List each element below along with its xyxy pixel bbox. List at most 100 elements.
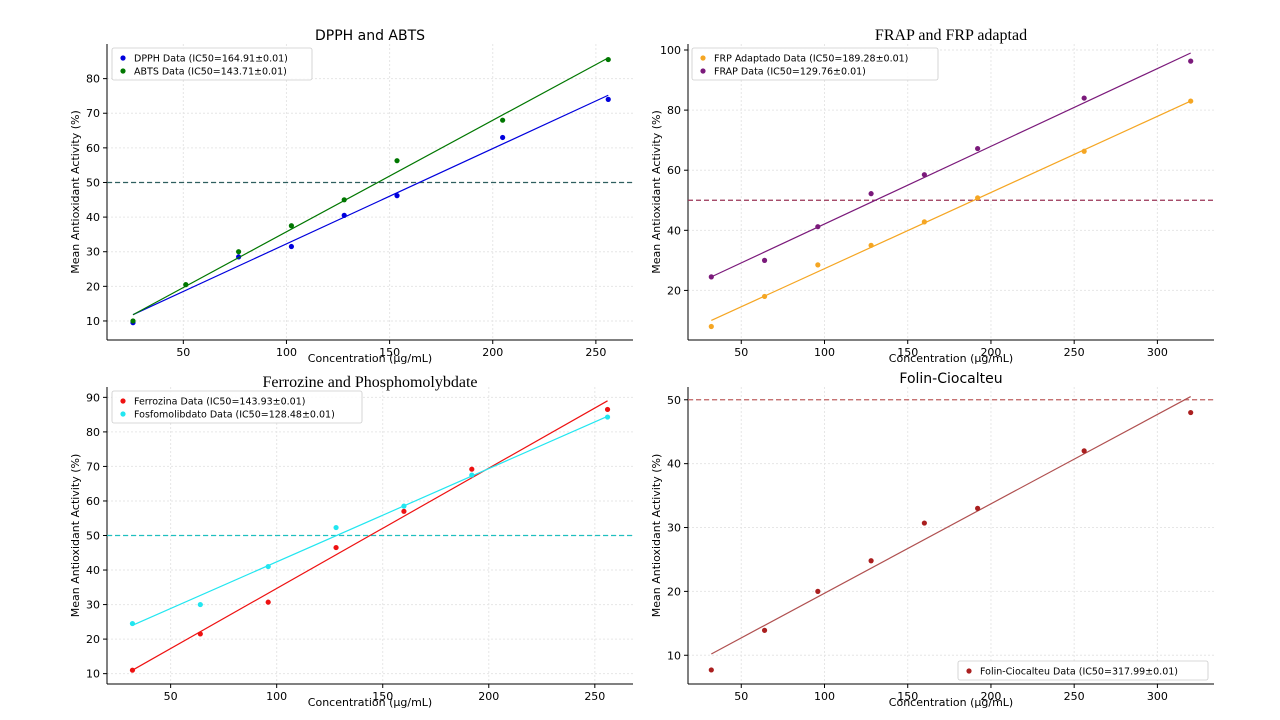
legend-box [111, 390, 363, 424]
x-axis-label: Concentration (μg/mL) [889, 352, 1013, 365]
data-point-series-2 [130, 318, 136, 324]
legend-entry: Fosfomolibdato Data (IC50=128.48±0.01) [134, 410, 335, 421]
x-tick-label: 150 [379, 346, 400, 359]
y-tick-label: 50 [86, 530, 100, 543]
chart-title: DPPH and ABTS [315, 28, 425, 44]
x-tick-label: 100 [276, 346, 297, 359]
legend-marker [700, 55, 706, 61]
legend-entry: Folin-Ciocalteu Data (IC50=317.99±0.01) [980, 667, 1178, 678]
data-point-series-2 [333, 524, 339, 531]
y-axis-label: Mean Antioxidant Activity (%) [650, 454, 663, 617]
x-tick-label: 250 [584, 690, 605, 703]
data-point-series-2 [469, 472, 475, 478]
y-tick-label: 60 [667, 164, 681, 177]
data-point-series-1 [500, 134, 506, 141]
fit-line-series-1 [711, 396, 1191, 655]
y-tick-label: 20 [667, 284, 681, 297]
grid [688, 387, 1214, 684]
x-tick-label: 200 [478, 690, 499, 703]
x-tick-label: 100 [266, 690, 287, 703]
chart-title: FRAP and FRP adaptad [875, 27, 1027, 44]
legend: Folin-Ciocalteu Data (IC50=317.99±0.01) [957, 660, 1209, 681]
data-point-series-2 [500, 117, 506, 123]
y-tick-label: 10 [86, 315, 100, 328]
fit-line-series-2 [132, 415, 608, 626]
chart-title: Folin-Ciocalteu [899, 371, 1002, 387]
legend-marker [966, 668, 972, 674]
data-point-series-2 [401, 503, 407, 509]
chart-panel-2: 50 100 150 200 250 300 20 40 60 80 100 Concentratio… [650, 27, 1214, 365]
y-tick-label: 40 [667, 224, 681, 237]
y-tick-label: 50 [667, 394, 681, 407]
data-point-series-2 [1188, 58, 1194, 64]
data-point-series-1 [469, 466, 475, 472]
data-point-series-2 [341, 197, 347, 203]
data-point-series-2 [604, 414, 611, 420]
data-point-series-1 [708, 667, 714, 673]
y-tick-label: 50 [86, 176, 100, 189]
legend-box [957, 660, 1209, 681]
data-point-series-1 [921, 219, 927, 225]
x-tick-label: 100 [814, 690, 835, 703]
data-point-series-1 [708, 323, 714, 330]
y-tick-label: 60 [86, 495, 100, 508]
chart-title: Ferrozine and Phosphomolybdate [262, 374, 477, 391]
legend-marker [120, 411, 126, 417]
x-tick-label: 50 [734, 690, 748, 703]
data-point-series-2 [761, 257, 768, 263]
data-point-series-1 [868, 242, 874, 248]
data-point-series-1 [288, 243, 295, 250]
data-point-series-1 [868, 558, 874, 564]
legend: DPPH Data (IC50=164.91±0.01) ABTS Data (I… [111, 47, 313, 81]
fit-line-series-2 [132, 57, 609, 316]
y-tick-label: 40 [667, 458, 681, 471]
x-tick-label: 300 [1147, 346, 1168, 359]
data-point-series-2 [394, 158, 400, 164]
x-tick-label: 100 [814, 346, 835, 359]
y-tick-label: 90 [86, 391, 100, 404]
y-tick-label: 10 [86, 668, 100, 681]
legend-box [111, 47, 313, 81]
fit-line-series-1 [711, 100, 1191, 322]
x-tick-label: 250 [1064, 690, 1085, 703]
data-point-series-1 [341, 212, 347, 218]
x-axis-label: Concentration (μg/mL) [308, 352, 432, 365]
data-point-series-2 [236, 249, 242, 255]
data-point-series-2 [975, 145, 981, 152]
data-point-series-2 [183, 282, 189, 288]
data-point-series-2 [1081, 95, 1087, 101]
data-point-series-2 [265, 563, 271, 570]
data-point-series-2 [868, 191, 874, 197]
y-tick-label: 40 [86, 211, 100, 224]
x-tick-label: 50 [164, 690, 178, 703]
x-tick-label: 250 [1064, 346, 1085, 359]
legend-entry: FRP Adaptado Data (IC50=189.28±0.01) [714, 54, 908, 65]
data-point-series-1 [129, 667, 136, 673]
data-point-series-1 [1081, 448, 1087, 454]
fit-line-series-1 [132, 400, 608, 671]
y-axis-label: Mean Antioxidant Activity (%) [650, 110, 663, 273]
x-tick-label: 50 [176, 346, 190, 359]
data-point-series-1 [197, 631, 203, 637]
data-point-series-2 [197, 601, 203, 608]
data-point-series-1 [333, 544, 339, 551]
data-point-series-2 [815, 224, 821, 230]
data-point-series-1 [815, 588, 821, 594]
x-tick-label: 200 [482, 346, 503, 359]
legend-entry: DPPH Data (IC50=164.91±0.01) [134, 54, 288, 65]
x-tick-label: 150 [372, 690, 393, 703]
data-point-series-1 [401, 508, 407, 514]
x-tick-label: 200 [980, 346, 1001, 359]
legend: Ferrozina Data (IC50=143.93±0.01) Fosfomo… [111, 390, 363, 424]
data-point-series-1 [815, 262, 821, 268]
chart-panel-1: 50 100 150 200 250 10 20 30 40 50 60 70 80 Concentrat… [69, 28, 633, 365]
y-tick-label: 80 [86, 73, 100, 86]
data-point-series-1 [394, 193, 400, 199]
legend-entry: Ferrozina Data (IC50=143.93±0.01) [134, 397, 305, 408]
data-point-series-2 [288, 223, 295, 229]
data-point-series-2 [605, 56, 611, 63]
data-point-series-1 [975, 505, 981, 511]
y-tick-label: 40 [86, 564, 100, 577]
